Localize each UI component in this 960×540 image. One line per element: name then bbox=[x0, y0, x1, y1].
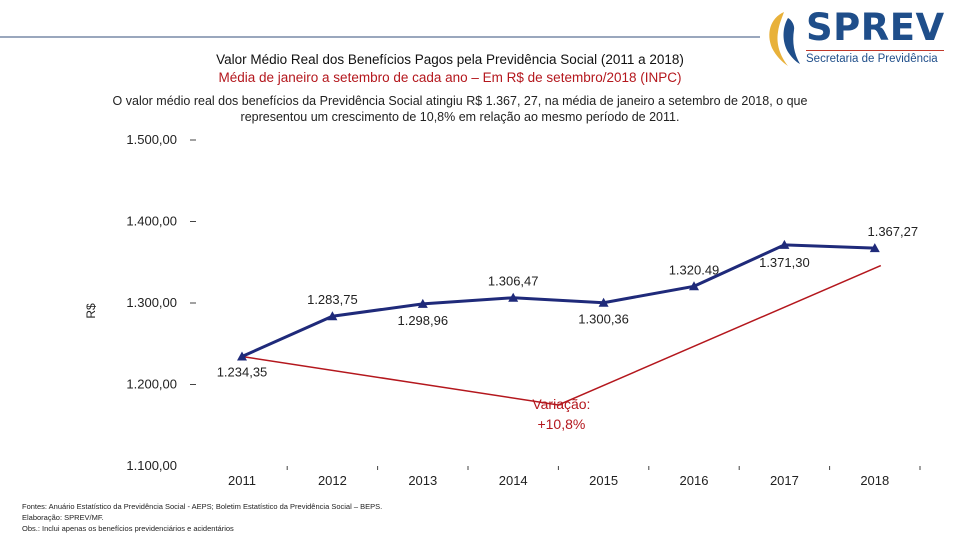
data-label: 1.298,96 bbox=[397, 313, 448, 328]
data-point-marker bbox=[417, 298, 428, 308]
y-tick-label: 1.100,00 bbox=[126, 458, 177, 473]
description-line-2: representou um crescimento de 10,8% em r… bbox=[240, 110, 680, 124]
x-tick-label: 2012 bbox=[318, 473, 347, 488]
data-labels: 1.234,35 1.283,75 1.298,96 1.306,47 1.300,36… bbox=[217, 224, 918, 379]
footer-sources: Fontes: Anuário Estatístico da Previdênc… bbox=[22, 502, 383, 511]
data-label: 1.371,30 bbox=[759, 255, 810, 270]
footer-observation: Obs.: Inclui apenas os benefícios previd… bbox=[22, 524, 234, 533]
y-tick-label: 1.400,00 bbox=[126, 214, 177, 229]
header-rule bbox=[0, 36, 760, 38]
logo-wordmark: SPREV bbox=[806, 6, 945, 49]
chart-title: Valor Médio Real dos Benefícios Pagos pe… bbox=[216, 52, 684, 67]
x-tick-label: 2018 bbox=[860, 473, 889, 488]
logo-subtitle: Secretaria de Previdência bbox=[806, 53, 938, 65]
data-point-marker bbox=[508, 292, 519, 302]
logo-divider bbox=[806, 50, 944, 51]
data-label: 1.234,35 bbox=[217, 365, 268, 380]
x-tick-label: 2011 bbox=[228, 473, 256, 488]
data-point-marker bbox=[689, 281, 699, 291]
data-point-marker bbox=[237, 351, 247, 361]
x-tick-label: 2017 bbox=[770, 473, 799, 488]
variation-trend bbox=[241, 264, 882, 406]
variation-label: Variação: bbox=[532, 396, 590, 412]
chart-subtitle: Média de janeiro a setembro de cada ano … bbox=[218, 70, 682, 85]
series-group bbox=[237, 239, 880, 361]
data-label: 1.367,27 bbox=[867, 224, 918, 239]
footer-author: Elaboração: SPREV/MF. bbox=[22, 513, 104, 522]
y-axis-label: R$ bbox=[84, 303, 98, 319]
data-point-marker bbox=[779, 239, 790, 249]
data-label: 1.283,75 bbox=[307, 292, 358, 307]
x-tick-label: 2013 bbox=[408, 473, 437, 488]
series-line bbox=[241, 243, 875, 358]
data-label: 1.300,36 bbox=[578, 312, 629, 327]
data-label: 1.306,47 bbox=[488, 274, 539, 289]
data-point-marker bbox=[598, 297, 609, 307]
variation-value: +10,8% bbox=[537, 416, 585, 432]
sprev-logo: SPREV Secretaria de Previdência bbox=[762, 6, 952, 70]
description-line-1: O valor médio real dos benefícios da Pre… bbox=[112, 94, 808, 108]
y-tick-label: 1.300,00 bbox=[126, 295, 177, 310]
variation-line bbox=[241, 264, 882, 406]
x-tick-label: 2015 bbox=[589, 473, 618, 488]
y-axis: 1.100,00 1.200,00 1.300,00 1.400,00 1.500,00 bbox=[126, 132, 196, 473]
x-tick-label: 2014 bbox=[499, 473, 528, 488]
x-tick-label: 2016 bbox=[680, 473, 709, 488]
y-tick-label: 1.200,00 bbox=[126, 377, 177, 392]
data-label: 1.320.49 bbox=[669, 262, 720, 277]
y-tick-label: 1.500,00 bbox=[126, 132, 177, 147]
x-axis: 2011 2012 2013 2014 2015 2016 2017 2018 bbox=[228, 466, 921, 488]
footer-notes: Fontes: Anuário Estatístico da Previdênc… bbox=[22, 501, 382, 534]
chart-description: O valor médio real dos benefícios da Pre… bbox=[40, 93, 880, 125]
data-point-marker bbox=[869, 243, 880, 253]
data-point-marker bbox=[327, 311, 338, 321]
sprev-emblem-icon bbox=[769, 12, 800, 66]
